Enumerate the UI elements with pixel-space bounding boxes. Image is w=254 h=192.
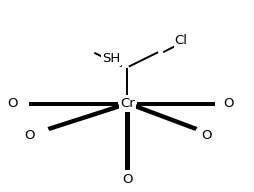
Text: O: O xyxy=(222,97,233,110)
Text: O: O xyxy=(200,129,211,142)
Text: Cr: Cr xyxy=(120,97,134,110)
Text: SH: SH xyxy=(101,52,120,65)
Text: O: O xyxy=(24,129,35,142)
Text: Cl: Cl xyxy=(174,34,187,47)
Text: O: O xyxy=(122,173,132,186)
Text: O: O xyxy=(7,97,18,110)
